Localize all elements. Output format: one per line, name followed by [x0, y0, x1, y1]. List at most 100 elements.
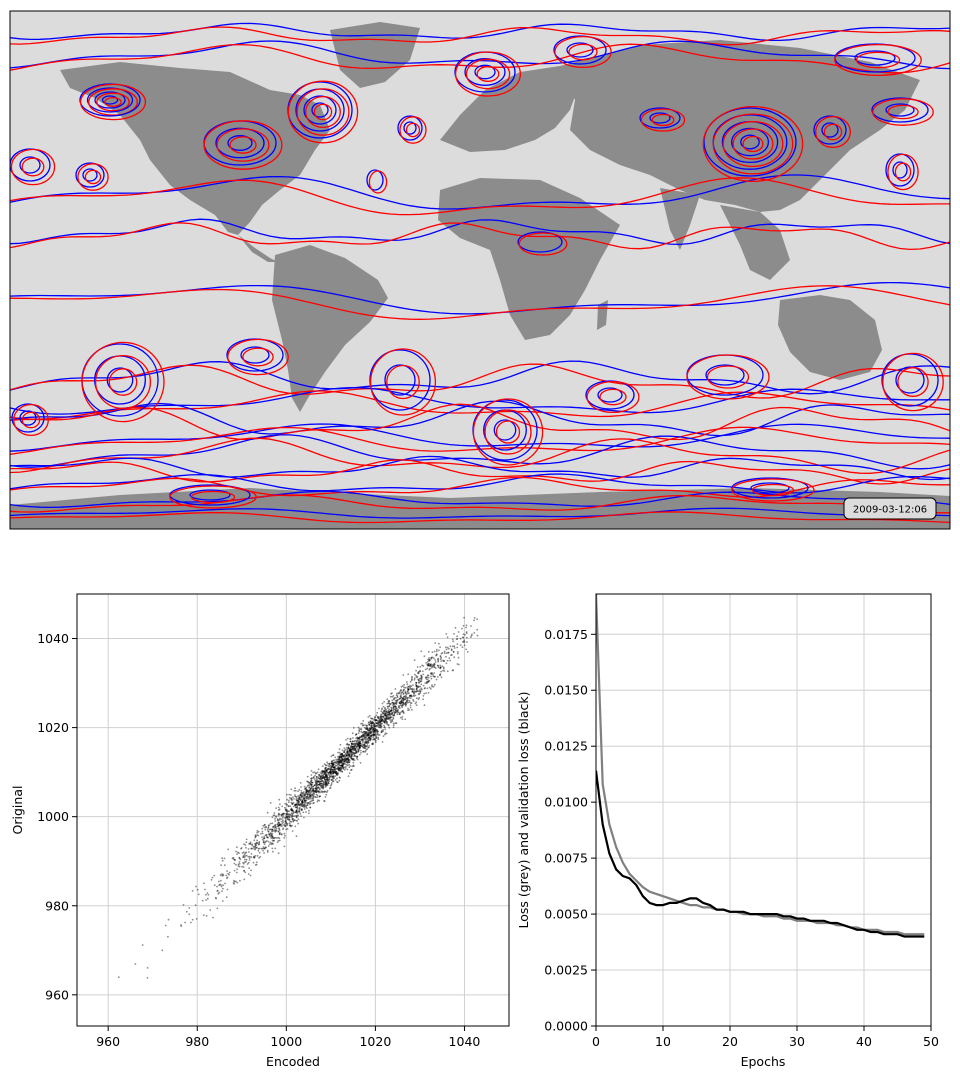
- scatter-point: [271, 842, 274, 845]
- scatter-point: [364, 735, 366, 738]
- scatter-point: [413, 677, 416, 679]
- scatter-point: [405, 695, 407, 698]
- scatter-point: [228, 871, 231, 874]
- scatter-point: [398, 702, 401, 704]
- scatter-point: [387, 718, 390, 720]
- scatter-point: [427, 681, 429, 684]
- scatter-point: [310, 786, 313, 789]
- scatter-point: [309, 806, 312, 809]
- scatter-point: [346, 748, 349, 751]
- scatter-point: [238, 856, 241, 859]
- scatter-point: [297, 790, 299, 793]
- scatter-point: [285, 809, 288, 812]
- scatter-point: [300, 795, 303, 797]
- scatter-point: [397, 706, 400, 709]
- scatter-point: [332, 759, 334, 762]
- scatter-point: [371, 726, 373, 729]
- scatter-point: [312, 788, 315, 790]
- scatter-point: [293, 815, 296, 817]
- scatter-point: [365, 745, 368, 748]
- scatter-point: [360, 735, 363, 738]
- scatter-point: [452, 650, 455, 653]
- scatter-point: [339, 743, 342, 746]
- scatter-point: [391, 719, 394, 722]
- scatter-point: [313, 784, 316, 786]
- scatter-point: [382, 719, 384, 722]
- scatter-point: [347, 753, 350, 756]
- scatter-point: [420, 680, 423, 682]
- scatter-point: [375, 730, 378, 733]
- scatter-point: [191, 890, 194, 892]
- scatter-point: [431, 656, 434, 659]
- scatter-point: [274, 847, 277, 850]
- scatter-point: [350, 743, 353, 745]
- scatter-point: [314, 787, 317, 790]
- scatter-point: [247, 873, 250, 875]
- scatter-point: [350, 756, 353, 759]
- scatter-point: [419, 685, 421, 688]
- scatter-point: [352, 743, 355, 746]
- scatter-point: [388, 705, 391, 708]
- scatter-point: [329, 768, 332, 771]
- scatter-point: [360, 752, 362, 754]
- scatter-point: [341, 749, 344, 752]
- scatter-point: [428, 664, 430, 667]
- scatter-point: [344, 758, 346, 761]
- scatter-point: [320, 778, 323, 781]
- scatter-point: [303, 793, 306, 795]
- scatter-point: [365, 740, 368, 742]
- scatter-point: [273, 812, 276, 814]
- scatter-point: [296, 803, 299, 806]
- scatter-point: [359, 736, 361, 739]
- scatter-point: [246, 863, 249, 865]
- scatter-point: [354, 744, 356, 746]
- scatter-point: [293, 819, 296, 822]
- scatter-point: [357, 749, 360, 752]
- scatter-point: [266, 849, 269, 852]
- scatter-point: [373, 723, 376, 725]
- scatter-point: [301, 804, 304, 806]
- scatter-point: [288, 799, 290, 802]
- scatter-point: [430, 667, 433, 669]
- scatter-point: [410, 678, 413, 681]
- scatter-point: [291, 818, 294, 821]
- scatter-point: [389, 710, 392, 713]
- scatter-point: [331, 761, 334, 764]
- scatter-point: [415, 704, 418, 706]
- scatter-point: [280, 814, 283, 817]
- scatter-point: [324, 779, 326, 782]
- scatter-point: [346, 757, 349, 759]
- scatter-point: [365, 727, 368, 730]
- scatter-point: [351, 747, 354, 750]
- scatter-point: [355, 746, 358, 749]
- scatter-point: [308, 809, 310, 812]
- scatter-point: [392, 705, 395, 708]
- scatter-point: [271, 830, 273, 833]
- contour-original: [731, 478, 815, 502]
- scatter-point: [373, 725, 376, 728]
- scatter-point: [348, 749, 351, 752]
- scatter-point: [323, 770, 326, 772]
- scatter-point: [391, 718, 393, 721]
- scatter-point: [385, 708, 388, 711]
- scatter-point: [349, 749, 351, 751]
- scatter-point: [167, 935, 169, 938]
- scatter-point: [456, 638, 459, 640]
- scatter-point: [371, 733, 374, 736]
- scatter-point: [456, 635, 458, 638]
- scatter-point: [216, 907, 219, 910]
- scatter-point: [347, 747, 350, 750]
- scatter-point: [384, 714, 387, 717]
- scatter-point: [285, 816, 288, 819]
- scatter-point: [242, 866, 245, 868]
- scatter-point: [274, 820, 277, 822]
- scatter-point: [356, 739, 359, 741]
- scatter-point: [369, 717, 372, 720]
- scatter-point: [324, 780, 327, 783]
- scatter-point: [277, 822, 280, 824]
- scatter-point: [304, 792, 307, 795]
- scatter-point: [282, 828, 284, 831]
- scatter-point: [332, 771, 335, 773]
- scatter-point: [295, 810, 298, 812]
- scatter-point: [342, 768, 345, 770]
